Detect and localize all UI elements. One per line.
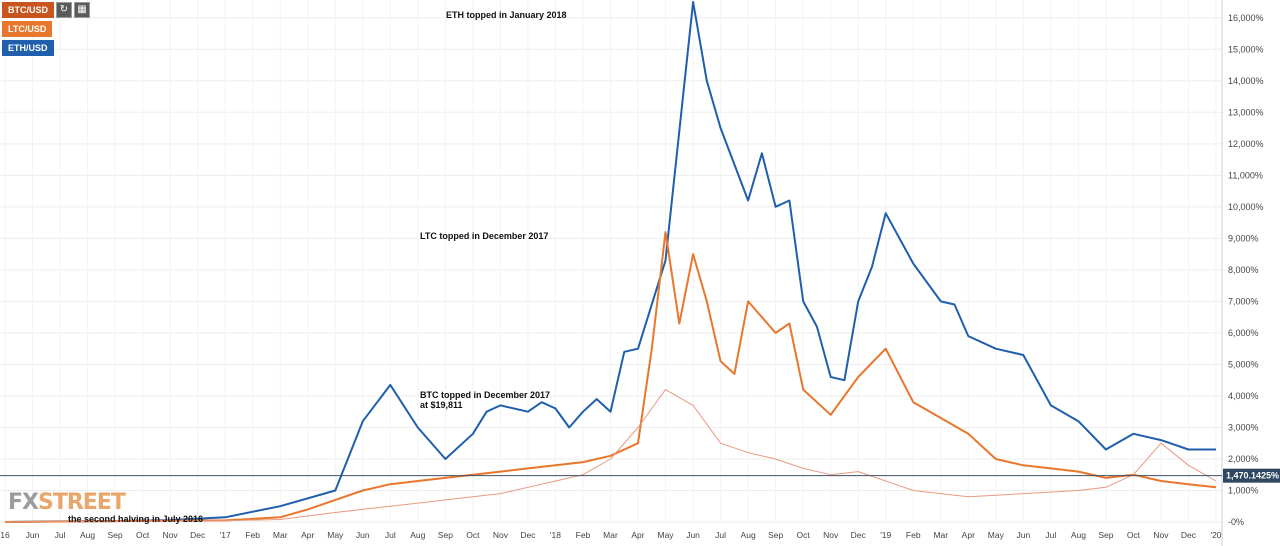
x-tick-label: Apr xyxy=(962,530,975,540)
legend-item-eth[interactable]: ETH/USD xyxy=(2,40,90,56)
current-value-label: 1,470.1425% xyxy=(1226,471,1279,481)
x-tick-label: Oct xyxy=(797,530,811,540)
refresh-icon[interactable]: ↻ xyxy=(56,2,72,18)
y-tick-label: 12,000% xyxy=(1228,139,1264,149)
y-tick-label: 10,000% xyxy=(1228,202,1264,212)
x-tick-label: May xyxy=(988,530,1005,540)
x-tick-label: Jul xyxy=(385,530,396,540)
x-tick-label: '17 xyxy=(220,530,231,540)
y-tick-label: 7,000% xyxy=(1228,296,1259,306)
y-tick-label: 13,000% xyxy=(1228,107,1264,117)
x-tick-label: Jul xyxy=(715,530,726,540)
annotation-btc-top-line1: BTC topped in December 2017 xyxy=(420,390,551,400)
calendar-icon[interactable]: ▦ xyxy=(74,2,90,18)
x-tick-label: Nov xyxy=(493,530,509,540)
y-tick-label: 3,000% xyxy=(1228,422,1259,432)
x-tick-label: Jun xyxy=(686,530,700,540)
legend-label-eth[interactable]: ETH/USD xyxy=(2,40,54,56)
y-tick-label: 1,000% xyxy=(1228,485,1259,495)
y-tick-label: 6,000% xyxy=(1228,328,1259,338)
series-line-btc-usd xyxy=(4,389,1217,523)
x-tick-label: Jul xyxy=(1045,530,1056,540)
current-value-badge xyxy=(1223,468,1280,483)
fxstreet-logo: FXSTREET xyxy=(8,490,126,515)
grid xyxy=(0,0,1223,546)
x-tick-label: Apr xyxy=(301,530,314,540)
x-tick-label: Feb xyxy=(576,530,591,540)
x-tick-label: '19 xyxy=(880,530,891,540)
x-tick-label: Dec xyxy=(190,530,206,540)
y-axis: -0% 1,000% 2,000% 3,000% 4,000% 5,000% 6,000% 7… xyxy=(1228,13,1264,527)
series-line-eth-usd xyxy=(4,1,1216,523)
series-lines xyxy=(4,1,1217,523)
x-tick-label: Mar xyxy=(603,530,618,540)
y-tick-label: 2,000% xyxy=(1228,454,1259,464)
x-tick-label: Aug xyxy=(741,530,756,540)
y-tick-label: 4,000% xyxy=(1228,391,1259,401)
legend-label-ltc[interactable]: LTC/USD xyxy=(2,21,53,37)
x-tick-label: Jun xyxy=(356,530,370,540)
legend-label-btc[interactable]: BTC/USD xyxy=(2,2,54,18)
legend-item-btc[interactable]: BTC/USD ↻ ▦ xyxy=(2,2,90,18)
annotation-halving: the second halving in July 2016 xyxy=(68,514,204,524)
x-tick-label: May xyxy=(658,530,675,540)
annotation-eth-top: ETH topped in January 2018 xyxy=(446,10,567,20)
x-tick-label: Sep xyxy=(768,530,783,540)
x-tick-label: 16 xyxy=(0,530,10,540)
legend: BTC/USD ↻ ▦ LTC/USD ETH/USD xyxy=(2,2,90,59)
y-tick-label: 5,000% xyxy=(1228,359,1259,369)
annotation-btc-top-line2: at $19,811 xyxy=(420,400,463,410)
x-tick-label: Dec xyxy=(1181,530,1197,540)
legend-item-ltc[interactable]: LTC/USD xyxy=(2,21,90,37)
current-value-line: 1,470.1425% xyxy=(0,468,1280,483)
x-tick-label: Mar xyxy=(933,530,948,540)
logo-part-1: FX xyxy=(8,490,39,515)
x-tick-label: Sep xyxy=(108,530,123,540)
x-tick-label: '20 xyxy=(1210,530,1221,540)
x-tick-label: Sep xyxy=(1098,530,1113,540)
y-tick-label: 15,000% xyxy=(1228,44,1264,54)
y-tick-label: 14,000% xyxy=(1228,76,1264,86)
y-tick-label: 9,000% xyxy=(1228,233,1259,243)
x-tick-label: Oct xyxy=(136,530,150,540)
x-tick-label: Feb xyxy=(245,530,260,540)
x-tick-label: May xyxy=(327,530,344,540)
x-tick-label: Nov xyxy=(1153,530,1169,540)
x-tick-label: Aug xyxy=(410,530,425,540)
y-tick-label: 8,000% xyxy=(1228,265,1259,275)
x-tick-label: Feb xyxy=(906,530,921,540)
series-line-ltc-usd xyxy=(4,231,1217,523)
x-tick-label: Oct xyxy=(1127,530,1141,540)
logo-part-2: STREET xyxy=(38,490,126,515)
x-tick-label: Apr xyxy=(631,530,644,540)
x-tick-label: Jun xyxy=(26,530,40,540)
x-tick-label: Dec xyxy=(520,530,536,540)
x-tick-label: '18 xyxy=(550,530,561,540)
x-tick-label: Aug xyxy=(1071,530,1086,540)
y-tick-label: 16,000% xyxy=(1228,13,1264,23)
annotation-ltc-top: LTC topped in December 2017 xyxy=(420,231,549,241)
y-tick-label: -0% xyxy=(1228,517,1244,527)
x-axis: 16 Jun Jul Aug Sep Oct Nov Dec '17 Feb Mar Apr May Ju… xyxy=(0,530,1222,540)
x-tick-label: Mar xyxy=(273,530,288,540)
y-tick-label: 11,000% xyxy=(1228,170,1263,180)
x-tick-label: Aug xyxy=(80,530,95,540)
x-tick-label: Jul xyxy=(55,530,66,540)
x-tick-label: Nov xyxy=(823,530,839,540)
x-tick-label: Nov xyxy=(163,530,179,540)
x-tick-label: Dec xyxy=(851,530,867,540)
x-tick-label: Jun xyxy=(1016,530,1030,540)
x-tick-label: Oct xyxy=(466,530,480,540)
x-tick-label: Sep xyxy=(438,530,453,540)
